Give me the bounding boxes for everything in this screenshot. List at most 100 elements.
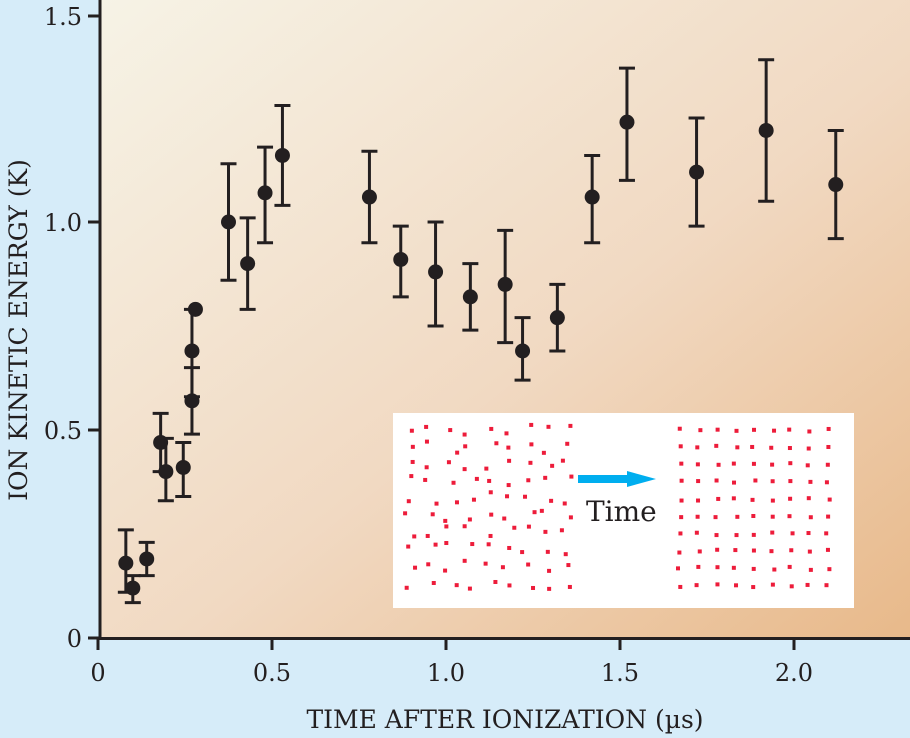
inset-dot-disordered <box>531 585 536 590</box>
inset-dot-disordered <box>567 584 572 589</box>
data-point <box>688 116 705 228</box>
inset-dot-disordered <box>454 583 459 588</box>
inset-dot-disordered <box>523 494 528 499</box>
data-marks <box>117 58 844 605</box>
inset-dot-disordered <box>529 422 534 427</box>
marker <box>758 122 774 138</box>
inset-dot-ordered <box>698 428 703 433</box>
x-tick-label: 1.0 <box>427 659 465 687</box>
data-point <box>392 224 409 299</box>
inset-dot-disordered <box>462 524 467 529</box>
inset-dot-ordered <box>789 584 794 589</box>
inset-dot-disordered <box>502 516 507 521</box>
inset-dot-disordered <box>566 563 571 568</box>
data-point <box>462 262 479 332</box>
inset-dot-disordered <box>562 501 567 506</box>
inset-dot-ordered <box>734 533 739 538</box>
inset-dot-ordered <box>750 444 755 449</box>
marker <box>549 310 565 326</box>
inset-dot-ordered <box>787 446 792 451</box>
marker <box>125 580 141 596</box>
inset-dot-disordered <box>430 512 435 517</box>
inset-dot-ordered <box>788 461 793 466</box>
inset-dot-ordered <box>770 479 775 484</box>
data-point <box>257 145 274 245</box>
inset-dot-disordered <box>454 500 459 505</box>
inset-dot-disordered <box>471 497 476 502</box>
inset-dot-ordered <box>753 478 758 483</box>
inset-dot-ordered <box>750 497 755 502</box>
inset-dot-disordered <box>560 458 565 463</box>
marker <box>393 251 409 267</box>
inset-dot-disordered <box>424 424 429 429</box>
inset-dot-ordered <box>731 461 736 466</box>
marker <box>619 114 635 130</box>
data-point <box>497 228 514 345</box>
inset-dot-ordered <box>714 533 719 538</box>
inset-label: Time <box>586 495 657 528</box>
inset-dot-disordered <box>425 533 430 538</box>
inset-dot-disordered <box>467 586 472 591</box>
inset-dot-ordered <box>735 445 740 450</box>
inset-arrow-head <box>627 471 656 487</box>
marker <box>221 214 236 230</box>
data-point <box>361 149 378 245</box>
inset-dot-ordered <box>751 585 756 590</box>
inset-dot-ordered <box>806 531 811 536</box>
inset-dot-disordered <box>470 542 475 547</box>
inset-dot-disordered <box>412 534 417 539</box>
inset-dot-disordered <box>403 511 408 516</box>
inset-dot-disordered <box>565 441 570 446</box>
inset-dot-ordered <box>805 582 810 587</box>
inset-dot-ordered <box>696 479 701 484</box>
inset-dot-ordered <box>769 445 774 450</box>
inset-dot-ordered <box>787 514 792 519</box>
inset-dot-ordered <box>679 515 684 520</box>
inset-dot-ordered <box>805 463 810 468</box>
x-tick-label: 1.5 <box>601 659 639 687</box>
inset-dot-ordered <box>827 497 832 502</box>
data-point <box>514 316 531 382</box>
inset-dot-ordered <box>679 461 684 466</box>
inset-dot-ordered <box>751 566 756 571</box>
inset-dot-ordered <box>676 566 681 571</box>
inset-dot-disordered <box>550 463 555 468</box>
inset-dot-disordered <box>410 444 415 449</box>
inset-dot-disordered <box>448 428 453 433</box>
inset-dot-ordered <box>772 428 777 433</box>
marker <box>497 276 513 292</box>
inset-dot-disordered <box>444 524 449 529</box>
inset-dot-ordered <box>732 480 737 485</box>
inset-dot-disordered <box>532 510 537 515</box>
inset-dots <box>403 422 832 591</box>
inset-dot-disordered <box>424 465 429 470</box>
inset-background <box>393 413 854 608</box>
marker <box>584 189 600 205</box>
inset-dot-ordered <box>716 496 721 501</box>
data-point <box>618 66 635 182</box>
inset-dot-ordered <box>808 479 813 484</box>
data-point <box>239 216 256 311</box>
inset-dot-ordered <box>787 427 792 432</box>
marker <box>274 147 290 163</box>
data-point <box>758 58 775 203</box>
inset-dot-ordered <box>751 532 756 537</box>
inset-dot-ordered <box>734 583 739 588</box>
axis-ticks: 0 0.5 1.0 1.5 2.0 0 0.5 1.0 1.5 <box>44 3 813 687</box>
inset-dot-ordered <box>677 426 682 431</box>
data-point <box>827 128 844 241</box>
inset-dot-ordered <box>677 550 682 555</box>
inset-dot-disordered <box>493 579 498 584</box>
inset-dot-ordered <box>788 496 793 501</box>
inset-dot-disordered <box>505 494 510 499</box>
inset-dot-ordered <box>808 567 813 572</box>
inset-dot-disordered <box>494 441 499 446</box>
marker <box>361 189 377 205</box>
inset-dot-ordered <box>788 479 793 484</box>
inset-dot-disordered <box>487 478 492 483</box>
inset-dot-disordered <box>424 439 429 444</box>
inset-dot-disordered <box>546 424 551 429</box>
marker <box>187 301 203 317</box>
marker <box>118 555 134 571</box>
